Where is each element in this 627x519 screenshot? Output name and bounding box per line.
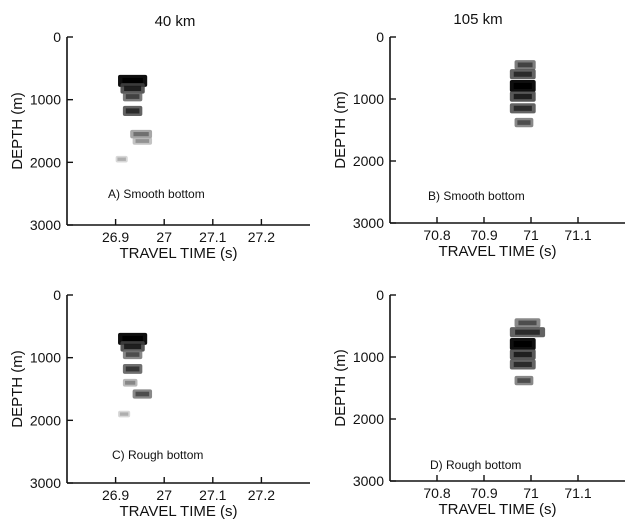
arrival-core	[513, 351, 532, 358]
arrival-core	[513, 105, 532, 111]
panel-title: 40 km	[155, 13, 196, 30]
y-tick-label: 0	[376, 29, 384, 45]
arrival-core	[517, 62, 533, 68]
arrival-core	[513, 361, 532, 367]
panel-annotation: C) Rough bottom	[112, 448, 203, 462]
x-tick-label: 71.1	[564, 485, 591, 501]
arrival-core	[513, 82, 532, 89]
arrival-core	[518, 320, 537, 326]
y-tick-label: 2000	[353, 153, 384, 169]
arrival-core	[133, 132, 149, 137]
x-tick-label: 71	[523, 485, 539, 501]
arrival-core	[119, 412, 129, 416]
x-tick-label: 70.8	[423, 227, 450, 243]
arrival-core	[515, 329, 540, 335]
x-tick-label: 27.1	[199, 487, 226, 503]
x-tick-label: 70.9	[470, 485, 497, 501]
y-tick-label: 1000	[353, 91, 384, 107]
x-axis-title: TRAVEL TIME (s)	[438, 501, 556, 518]
x-axis-title: TRAVEL TIME (s)	[119, 245, 237, 262]
y-tick-label: 3000	[30, 475, 61, 491]
panel-1: 0 1000 2000 3000 26.9 27 27.1 27.2 TRAVEL TIME (…	[9, 13, 310, 262]
y-tick-label: 3000	[353, 473, 384, 489]
y-tick-label: 1000	[30, 350, 61, 366]
panel-3: 0 1000 2000 3000 26.9 27 27.1 27.2 TRAVEL TIME (…	[9, 287, 310, 519]
panel-annotation: D) Rough bottom	[430, 458, 521, 472]
x-tick-label: 27.2	[248, 487, 275, 503]
y-tick-label: 3000	[30, 217, 61, 233]
x-tick-label: 70.8	[423, 485, 450, 501]
panel-annotation: B) Smooth bottom	[428, 189, 525, 203]
y-axis-title: DEPTH (m)	[332, 349, 349, 427]
x-tick-label: 71.1	[564, 227, 591, 243]
y-tick-label: 0	[376, 287, 384, 303]
panel-title: 105 km	[453, 11, 502, 28]
x-tick-label: 26.9	[102, 487, 129, 503]
panel-2: 0 1000 2000 3000 70.8 70.9 71 71.1 TRAVEL TIME (…	[332, 11, 625, 260]
arrival-core	[122, 77, 143, 84]
arrival-core	[125, 108, 140, 114]
x-tick-label: 27.2	[248, 229, 275, 245]
arrival-core	[135, 139, 150, 143]
arrival-core	[517, 120, 531, 125]
y-axis-title: DEPTH (m)	[9, 92, 26, 170]
y-axis-title: DEPTH (m)	[332, 91, 349, 169]
arrival-core	[125, 94, 140, 99]
y-tick-label: 2000	[30, 412, 61, 428]
arrival-core	[125, 352, 140, 357]
panel-annotation: A) Smooth bottom	[108, 187, 205, 201]
x-tick-label: 27	[156, 487, 172, 503]
y-tick-label: 2000	[353, 411, 384, 427]
arrival-core	[513, 340, 532, 347]
arrival-core	[122, 335, 143, 342]
arrival-core	[124, 85, 142, 92]
panel-4: 0 1000 2000 3000 70.8 70.9 71 71.1 TRAVEL TIME (…	[332, 287, 625, 518]
x-tick-label: 71	[523, 227, 539, 243]
arrival-core	[517, 378, 531, 383]
x-tick-label: 27.1	[199, 229, 226, 245]
y-axis-title: DEPTH (m)	[9, 350, 26, 428]
y-tick-label: 1000	[353, 349, 384, 365]
y-tick-label: 3000	[353, 215, 384, 231]
arrival-core	[513, 93, 532, 100]
arrival-core	[125, 366, 140, 372]
y-tick-label: 2000	[30, 154, 61, 170]
x-tick-label: 70.9	[470, 227, 497, 243]
y-tick-label: 1000	[30, 92, 61, 108]
x-tick-label: 26.9	[102, 229, 129, 245]
x-axis-title: TRAVEL TIME (s)	[438, 243, 556, 260]
arrival-core	[125, 380, 136, 385]
arrival-core	[117, 157, 126, 161]
arrival-core	[135, 391, 150, 397]
arrival-core	[124, 343, 142, 350]
y-tick-label: 0	[53, 29, 61, 45]
x-axis-title: TRAVEL TIME (s)	[119, 503, 237, 519]
x-tick-label: 27	[156, 229, 172, 245]
arrival-core	[513, 71, 532, 77]
y-tick-label: 0	[53, 287, 61, 303]
